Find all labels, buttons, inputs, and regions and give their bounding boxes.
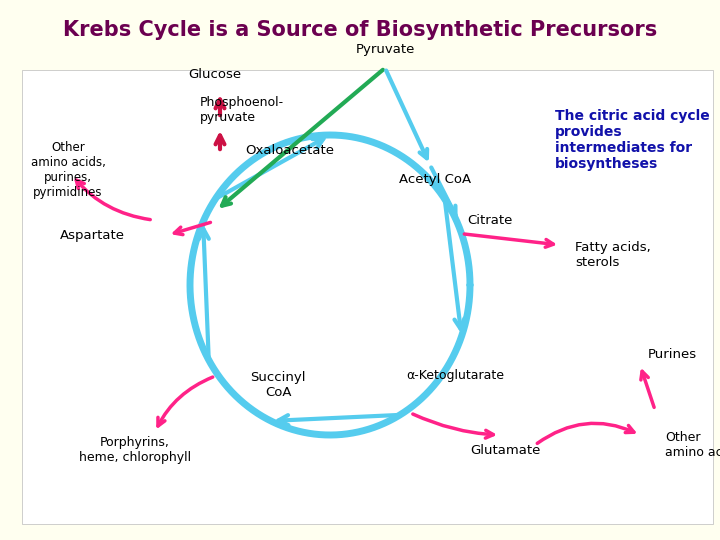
Text: Purines: Purines: [648, 348, 697, 361]
Text: Citrate: Citrate: [467, 213, 513, 226]
Text: Other
amino acids: Other amino acids: [665, 431, 720, 459]
Text: Glutamate: Glutamate: [470, 443, 540, 456]
Text: Phosphoenol-
pyruvate: Phosphoenol- pyruvate: [200, 96, 284, 124]
Text: α-Ketoglutarate: α-Ketoglutarate: [406, 368, 504, 381]
Text: The citric acid cycle
provides
intermediates for
biosyntheses: The citric acid cycle provides intermedi…: [555, 109, 710, 171]
Text: Krebs Cycle is a Source of Biosynthetic Precursors: Krebs Cycle is a Source of Biosynthetic …: [63, 20, 657, 40]
Text: Porphyrins,
heme, chlorophyll: Porphyrins, heme, chlorophyll: [79, 436, 191, 464]
Text: Oxaloacetate: Oxaloacetate: [246, 144, 335, 157]
Text: Pyruvate: Pyruvate: [355, 44, 415, 57]
Text: Aspartate: Aspartate: [60, 228, 125, 241]
Text: Acetyl CoA: Acetyl CoA: [399, 173, 471, 186]
Text: Glucose: Glucose: [189, 69, 242, 82]
Text: Succinyl
CoA: Succinyl CoA: [251, 371, 306, 399]
Text: Other
amino acids,
purines,
pyrimidines: Other amino acids, purines, pyrimidines: [30, 141, 105, 199]
Text: Fatty acids,
sterols: Fatty acids, sterols: [575, 241, 651, 269]
